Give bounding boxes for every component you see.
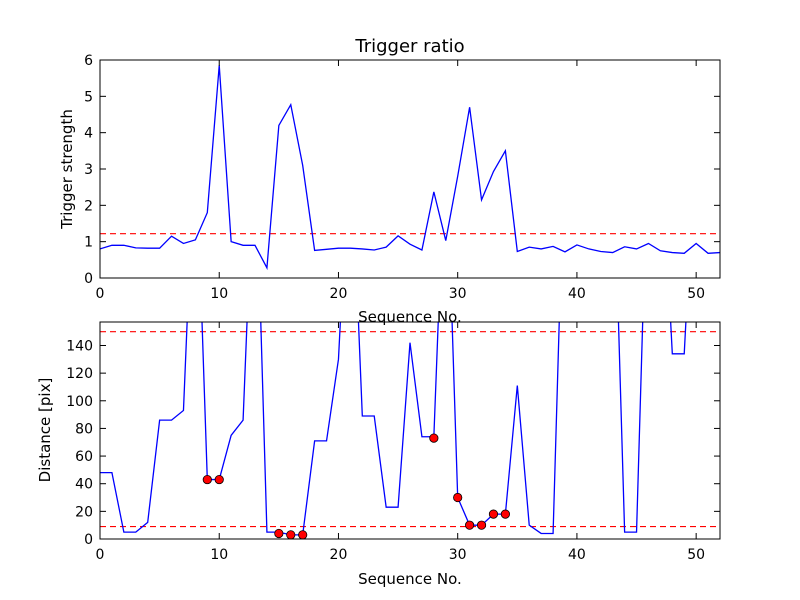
data-point-marker bbox=[202, 474, 212, 485]
x-tick-label: 10 bbox=[210, 547, 228, 563]
data-point-marker bbox=[476, 520, 487, 530]
y-tick-label: 0 bbox=[84, 271, 93, 287]
data-point-marker bbox=[214, 474, 224, 485]
y-tick-label: 40 bbox=[75, 477, 93, 493]
y-tick-label: 100 bbox=[66, 394, 93, 410]
x-tick-label: 50 bbox=[687, 547, 705, 563]
series-line bbox=[100, 65, 720, 271]
y-tick-label: 20 bbox=[75, 504, 93, 520]
data-point-marker bbox=[465, 520, 475, 530]
data-point-marker bbox=[298, 530, 308, 539]
x-tick-label: 40 bbox=[568, 547, 586, 563]
x-tick-label: 20 bbox=[330, 547, 348, 563]
plot-area bbox=[100, 322, 720, 539]
y-tick-label: 0 bbox=[84, 532, 93, 548]
series-line bbox=[100, 322, 687, 536]
axes-frame bbox=[99, 59, 721, 279]
y-tick-label: 4 bbox=[84, 126, 93, 142]
y-axis-label: Trigger strength bbox=[58, 109, 76, 230]
data-point-marker bbox=[286, 530, 296, 539]
x-tick-label: 30 bbox=[449, 547, 467, 563]
distance-chart: 0 10 20 30 40 50 0 20 40 60 80 100 120 140 Sequence N… bbox=[36, 321, 721, 588]
data-point-marker bbox=[500, 509, 510, 519]
chart-title: Trigger ratio bbox=[354, 36, 464, 57]
y-tick-label: 5 bbox=[84, 89, 93, 105]
axis-ticks: 0 10 20 30 40 50 0 20 40 60 80 100 120 140 bbox=[66, 322, 720, 563]
y-axis-label: Distance [pix] bbox=[36, 378, 54, 483]
x-tick-label: 40 bbox=[568, 286, 586, 302]
y-tick-label: 1 bbox=[84, 235, 93, 251]
x-tick-label: 50 bbox=[687, 286, 705, 302]
data-point-marker bbox=[453, 492, 463, 503]
plot-area bbox=[100, 65, 720, 271]
axes-frame bbox=[99, 321, 721, 540]
y-tick-label: 2 bbox=[84, 198, 93, 214]
y-tick-label: 120 bbox=[66, 366, 93, 382]
data-point-marker bbox=[429, 433, 439, 443]
x-tick-label: 30 bbox=[449, 286, 467, 302]
y-tick-label: 140 bbox=[66, 338, 93, 354]
x-axis-label: Sequence No. bbox=[358, 570, 462, 588]
x-tick-label: 20 bbox=[330, 286, 348, 302]
y-tick-label: 60 bbox=[75, 449, 93, 465]
y-tick-label: 80 bbox=[75, 421, 93, 437]
x-tick-label: 0 bbox=[96, 286, 105, 302]
y-tick-label: 6 bbox=[84, 53, 93, 69]
x-tick-label: 10 bbox=[210, 286, 228, 302]
x-axis-label: Sequence No. bbox=[358, 308, 462, 326]
y-tick-label: 3 bbox=[84, 162, 93, 178]
data-point-marker bbox=[488, 509, 499, 519]
axis-ticks: 0 10 20 30 40 50 0 1 2 3 4 5 6 bbox=[84, 53, 720, 302]
trigger-ratio-chart: Trigger ratio 0 10 20 30 40 50 0 1 2 3 4 5 6 Sequenc… bbox=[58, 36, 721, 326]
x-tick-label: 0 bbox=[96, 547, 105, 563]
data-point-marker bbox=[274, 528, 284, 539]
